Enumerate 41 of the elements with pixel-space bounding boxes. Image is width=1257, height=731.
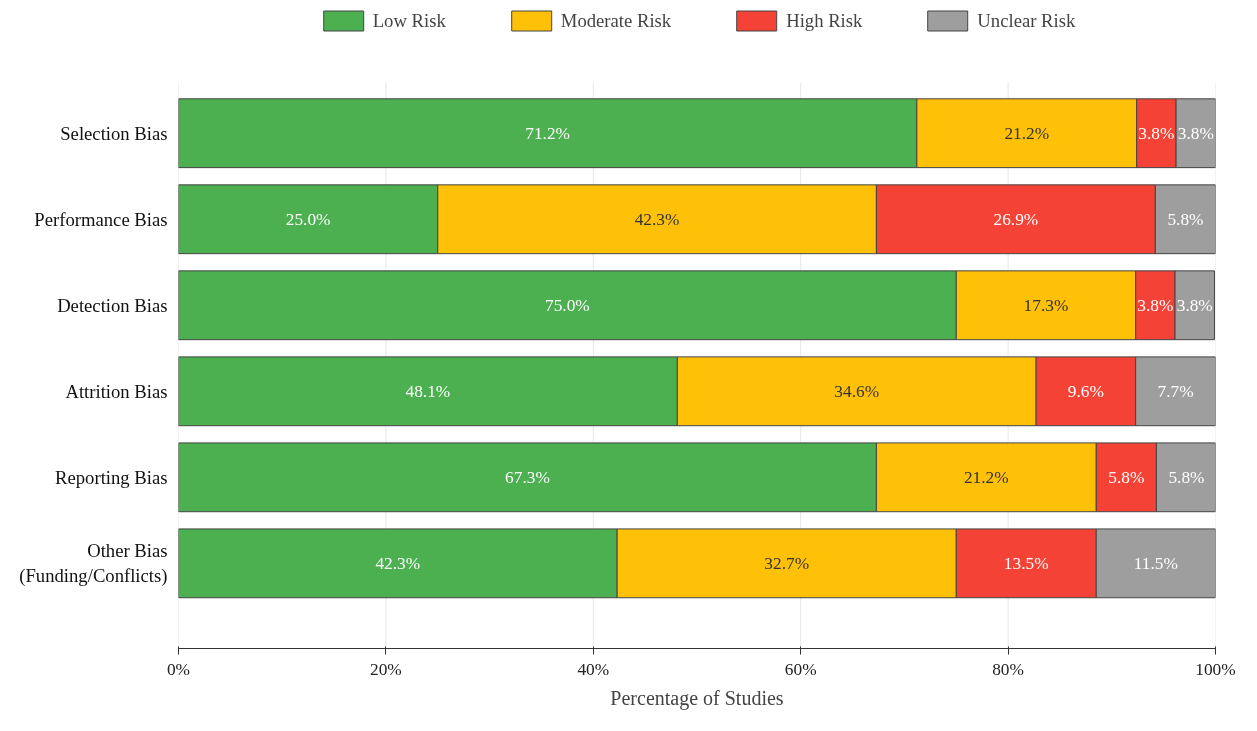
data-label: 5.8% — [1168, 467, 1205, 487]
data-label: 3.8% — [1177, 123, 1214, 143]
y-tick-label: Reporting Bias — [55, 466, 168, 488]
data-label: 21.2% — [963, 467, 1009, 487]
legend-label: Moderate Risk — [560, 9, 672, 32]
data-label: 26.9% — [993, 209, 1039, 229]
data-label: 75.0% — [545, 295, 590, 315]
data-label: 48.1% — [405, 381, 451, 401]
x-tick-label: 20% — [370, 659, 402, 679]
legend-label: High Risk — [786, 9, 863, 32]
data-label: 13.5% — [1003, 553, 1049, 573]
data-label: 32.7% — [764, 553, 810, 573]
y-tick-label: Other Bias (Funding/Conflicts) — [19, 540, 168, 588]
data-label: 3.8% — [1138, 123, 1175, 143]
data-label: 34.6% — [834, 381, 880, 401]
data-label: 5.8% — [1108, 467, 1145, 487]
x-axis-title: Percentage of Studies — [610, 686, 784, 710]
data-label: 67.3% — [505, 467, 550, 487]
y-tick-label: Attrition Bias — [65, 380, 168, 402]
data-label: 11.5% — [1133, 553, 1178, 573]
legend-label: Low Risk — [372, 9, 446, 32]
x-tick-label: 0% — [166, 659, 191, 679]
data-label: 5.8% — [1167, 209, 1204, 229]
data-label: 42.3% — [634, 209, 680, 229]
data-label: 25.0% — [285, 209, 331, 229]
data-label: 42.3% — [375, 553, 421, 573]
data-label: 21.2% — [1004, 123, 1050, 143]
x-tick-label: 60% — [784, 659, 817, 679]
data-label: 7.7% — [1157, 381, 1194, 401]
x-tick-label: 100% — [1195, 659, 1236, 679]
data-label: 17.3% — [1023, 295, 1069, 315]
data-label: 9.6% — [1067, 381, 1104, 401]
x-tick-label: 40% — [577, 659, 610, 679]
data-label: 3.8% — [1137, 295, 1174, 315]
y-tick-label: Detection Bias — [57, 294, 168, 316]
legend-label: Unclear Risk — [977, 9, 1076, 32]
data-label: 71.2% — [525, 123, 571, 143]
y-tick-label: Selection Bias — [60, 122, 168, 144]
y-tick-label: Performance Bias — [34, 208, 168, 230]
x-tick-label: 80% — [992, 659, 1024, 679]
data-label: 3.8% — [1176, 295, 1213, 315]
